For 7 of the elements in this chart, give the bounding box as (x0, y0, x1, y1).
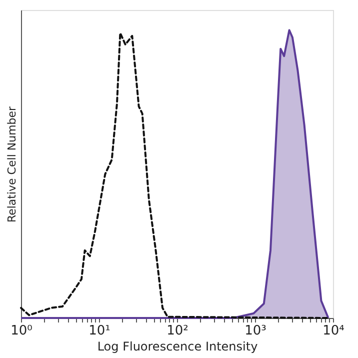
x-tick-label: 10⁰ (10, 324, 32, 338)
x-tick-label: 10⁴ (322, 324, 344, 338)
x-tick-label: 10² (166, 324, 188, 338)
x-tick-label: 10³ (244, 324, 266, 338)
x-tick-label: 10¹ (88, 324, 110, 338)
x-axis-title: Log Fluorescence Intensity (97, 340, 258, 354)
y-axis-title: Relative Cell Number (6, 106, 18, 223)
